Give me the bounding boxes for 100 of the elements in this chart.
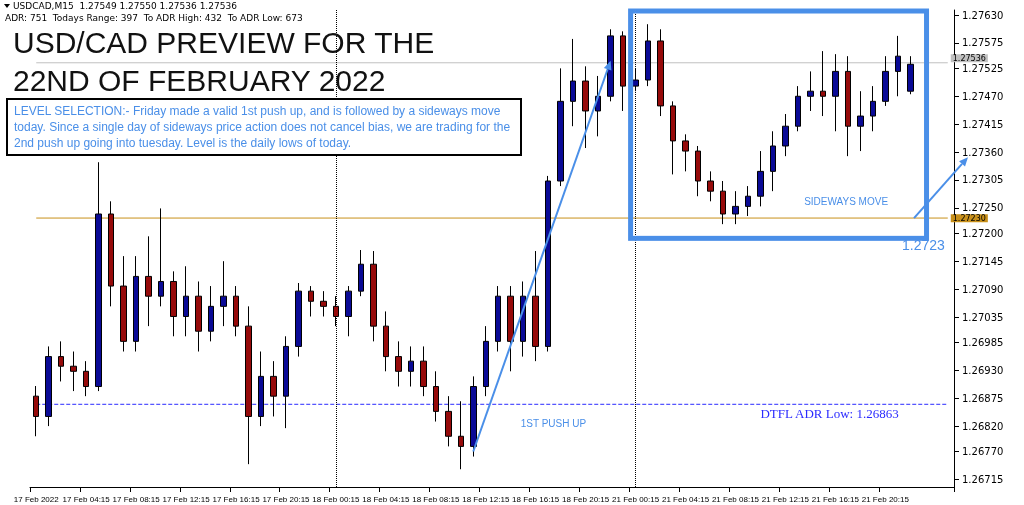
- annotation: 1.2723: [902, 237, 946, 254]
- candlestick: [408, 345, 414, 388]
- candlestick: [483, 325, 489, 397]
- candlestick: [757, 150, 764, 207]
- y-tick-label: 1.27525: [962, 62, 1004, 74]
- x-tick-label: 21 Feb 08:15: [711, 494, 760, 504]
- x-tick-label: 17 Feb 04:15: [62, 494, 111, 504]
- candlestick: [770, 130, 776, 192]
- candlestick: [420, 345, 427, 397]
- candlestick: [320, 290, 327, 317]
- candlestick: [370, 250, 377, 342]
- candlestick: [58, 340, 64, 382]
- candlestick: [70, 351, 77, 392]
- candlestick: [682, 133, 689, 172]
- candlestick: [33, 385, 39, 437]
- y-tick-label: 1.27090: [962, 283, 1004, 295]
- y-tick-label: 1.27250: [962, 202, 1004, 214]
- candlestick: [645, 23, 651, 87]
- x-tick-label: 17 Feb 2022: [13, 494, 60, 504]
- candlestick: [183, 265, 189, 337]
- candlestick: [657, 28, 664, 117]
- y-tick-label: 1.27630: [962, 9, 1004, 21]
- candlestick: [358, 249, 364, 297]
- y-tick-label: 1.27305: [962, 174, 1004, 186]
- candlestick: [795, 85, 801, 132]
- y-tick-label: 1.27575: [962, 37, 1004, 49]
- y-tick-label: 1.26770: [962, 445, 1004, 457]
- candlestick: [557, 67, 564, 187]
- candlestick: [445, 395, 452, 447]
- candlestick: [620, 30, 626, 112]
- candlestick: [345, 285, 352, 337]
- candlestick: [720, 180, 726, 225]
- candlestick: [570, 38, 576, 127]
- candlestick: [383, 310, 389, 372]
- annotation: 1ST PUSH UP: [520, 417, 587, 429]
- candlestick: [120, 255, 127, 353]
- candlestick: [458, 400, 464, 470]
- x-tick-label: 18 Feb 16:15: [512, 494, 560, 504]
- candlestick: [782, 113, 789, 157]
- x-tick-label: 17 Feb 20:15: [262, 494, 311, 504]
- candlestick: [820, 50, 826, 117]
- candlestick: [470, 375, 477, 458]
- candlestick: [308, 285, 314, 317]
- x-tick-label: 21 Feb 16:15: [811, 494, 860, 504]
- candlestick: [845, 55, 851, 157]
- candlestick: [95, 161, 102, 392]
- x-tick-label: 17 Feb 08:15: [112, 494, 161, 504]
- note-box: LEVEL SELECTION:- Friday made a valid 1st push up, and is followed by a sideways move today. Since a single day of sideways price action does not cancel bias, we are trading for the 2nd push up going into tuesday. Level is the daily lows of today.: [6, 98, 522, 156]
- candlestick: [195, 280, 202, 353]
- candlestick: [870, 85, 876, 132]
- x-tick-label: 17 Feb 12:15: [162, 494, 211, 504]
- candlestick: [745, 185, 751, 217]
- candlestick: [907, 55, 914, 95]
- candlestick: [882, 55, 889, 107]
- candlestick: [732, 190, 739, 225]
- candlestick: [270, 360, 277, 417]
- x-tick-label: 21 Feb 12:15: [761, 494, 810, 504]
- candlestick: [245, 305, 252, 465]
- candlestick: [158, 207, 164, 307]
- y-tick-label: 1.26715: [962, 473, 1004, 485]
- x-tick-label: 18 Feb 04:15: [362, 494, 410, 504]
- ref-line-label: 1.27230: [952, 213, 986, 223]
- candlestick: [707, 170, 714, 202]
- candlestick: [83, 360, 89, 397]
- candlestick: [258, 351, 264, 427]
- candlestick: [170, 270, 177, 337]
- candlestick: [208, 285, 214, 342]
- y-tick-label: 1.27415: [962, 118, 1004, 130]
- x-tick-label: 21 Feb 00:15: [612, 494, 660, 504]
- candlestick: [832, 53, 839, 132]
- candlestick: [295, 282, 302, 358]
- candlestick: [582, 65, 589, 149]
- candlestick: [220, 260, 227, 327]
- candlestick: [133, 255, 139, 353]
- candlestick: [45, 345, 52, 427]
- y-tick-label: 1.27360: [962, 146, 1004, 158]
- candlestick: [283, 335, 289, 429]
- x-tick-label: 21 Feb 04:15: [661, 494, 710, 504]
- y-tick-label: 1.26985: [962, 336, 1004, 348]
- candlestick: [695, 145, 701, 197]
- candlestick: [607, 28, 614, 102]
- candlestick: [108, 200, 114, 307]
- y-tick-label: 1.27470: [962, 90, 1004, 102]
- ref-line-label: 1.27536: [952, 53, 986, 63]
- candlestick: [233, 285, 239, 337]
- y-tick-label: 1.27145: [962, 255, 1004, 267]
- x-tick-label: 17 Feb 16:15: [212, 494, 261, 504]
- candlestick: [395, 340, 402, 388]
- candlestick: [857, 90, 864, 152]
- y-tick-label: 1.26875: [962, 392, 1004, 404]
- y-tick-label: 1.26930: [962, 364, 1004, 376]
- y-tick-label: 1.26820: [962, 420, 1004, 432]
- candlestick: [433, 370, 439, 423]
- ref-line-label: DTFL ADR Low: 1.26863: [760, 406, 899, 422]
- annotation: USDCAD,M15 1.27549 1.27550 1.27536 1.27536: [13, 0, 238, 11]
- candlestick: [532, 250, 539, 362]
- x-tick-label: 18 Feb 20:15: [562, 494, 610, 504]
- x-tick-label: 18 Feb 12:15: [462, 494, 510, 504]
- candlestick: [145, 235, 152, 327]
- y-tick-label: 1.27035: [962, 311, 1004, 323]
